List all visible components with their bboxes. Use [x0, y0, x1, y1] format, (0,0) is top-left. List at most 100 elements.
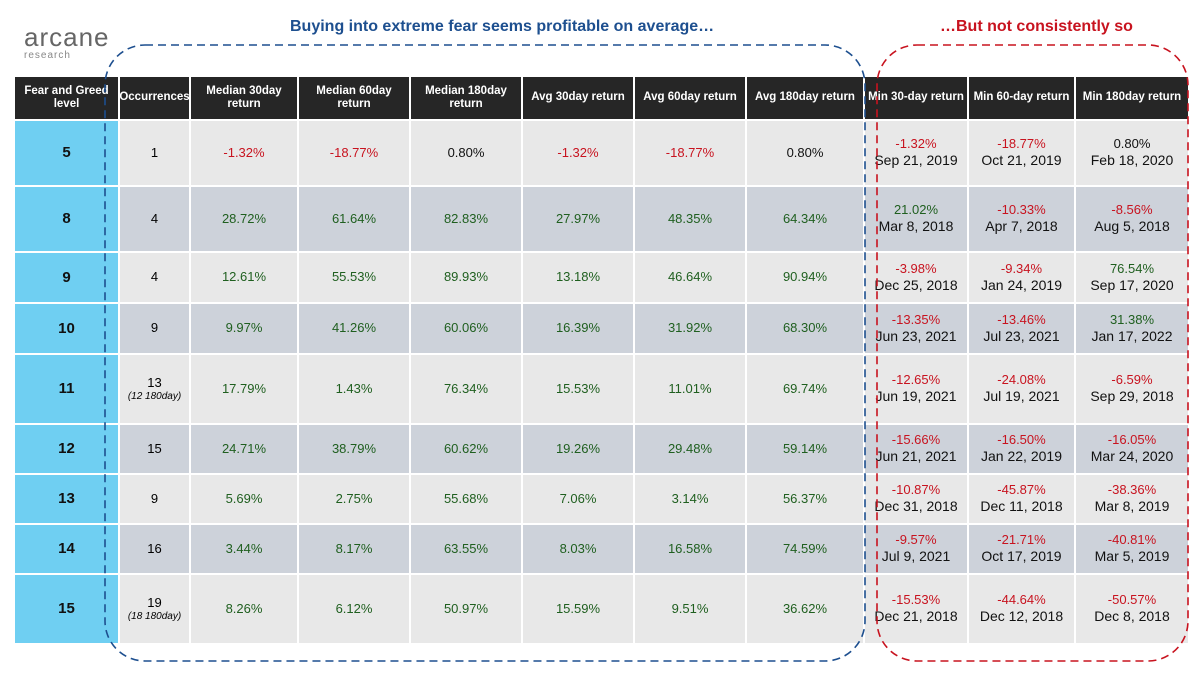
- min-cell: 0.80% Feb 18, 2020: [1076, 121, 1188, 185]
- min-value: -9.57%: [895, 532, 937, 548]
- return-cell: 3.44%: [191, 525, 297, 573]
- min-value: -9.34%: [1000, 260, 1043, 276]
- min-cell: -15.53% Dec 21, 2018: [865, 575, 967, 643]
- min-date: Oct 17, 2019: [981, 548, 1062, 565]
- min-value: -38.36%: [1107, 482, 1157, 498]
- return-cell: 41.26%: [299, 304, 409, 353]
- occurrences-note: (12 180day): [127, 390, 182, 402]
- return-cell: 5.69%: [191, 475, 297, 523]
- return-cell: 46.64%: [635, 253, 745, 302]
- return-cell: 59.14%: [747, 425, 863, 473]
- return-cell: 0.80%: [747, 121, 863, 185]
- occurrences: 4: [150, 210, 159, 226]
- return-cell: 1.43%: [299, 355, 409, 423]
- return-cell: 9.97%: [191, 304, 297, 353]
- min-value: -10.33%: [997, 202, 1046, 218]
- occurrences: 4: [150, 269, 159, 285]
- annotation-right: …But not consistently so: [940, 18, 1133, 35]
- min-cell: -3.98% Dec 25, 2018: [865, 253, 967, 302]
- min-cell: -6.59% Sep 29, 2018: [1076, 355, 1188, 423]
- min-date: Jun 23, 2021: [875, 327, 957, 344]
- min-date: Jul 23, 2021: [983, 327, 1060, 344]
- level-cell: 14: [15, 525, 118, 573]
- return-cell: 6.12%: [299, 575, 409, 643]
- occurrences-cell: 4: [120, 187, 189, 251]
- min-date: Mar 24, 2020: [1090, 448, 1174, 465]
- min-cell: -18.77% Oct 21, 2019: [969, 121, 1074, 185]
- return-cell: -1.32%: [191, 121, 297, 185]
- occurrences: 9: [150, 490, 159, 506]
- min-value: -13.35%: [891, 311, 941, 327]
- return-cell: 27.97%: [523, 187, 633, 251]
- min-value: 21.02%: [893, 202, 939, 218]
- min-date: Feb 18, 2020: [1090, 152, 1174, 169]
- min-value: -44.64%: [997, 592, 1046, 608]
- min-date: Dec 8, 2018: [1094, 608, 1170, 625]
- occurrences: 15: [147, 440, 162, 456]
- column-header: Avg 60day return: [635, 77, 745, 119]
- min-cell: -45.87% Dec 11, 2018: [969, 475, 1074, 523]
- annotation-left: Buying into extreme fear seems profitabl…: [290, 18, 715, 35]
- min-cell: -10.33% Apr 7, 2018: [969, 187, 1074, 251]
- column-header: Median 180day return: [411, 77, 521, 119]
- min-value: -15.53%: [891, 592, 941, 608]
- return-cell: 63.55%: [411, 525, 521, 573]
- min-value: 31.38%: [1109, 311, 1155, 327]
- min-date: Jun 21, 2021: [875, 448, 957, 465]
- min-value: -3.98%: [895, 260, 937, 276]
- min-value: -16.05%: [1107, 432, 1157, 448]
- return-cell: 8.17%: [299, 525, 409, 573]
- occurrences-cell: 4: [120, 253, 189, 302]
- level-cell: 8: [15, 187, 118, 251]
- level-cell: 9: [15, 253, 118, 302]
- min-date: Mar 5, 2019: [1094, 548, 1170, 565]
- min-value: -18.77%: [997, 136, 1046, 152]
- min-value: -1.32%: [895, 136, 937, 152]
- return-cell: 17.79%: [191, 355, 297, 423]
- column-header: Avg 180day return: [747, 77, 863, 119]
- min-value: -21.71%: [997, 532, 1046, 548]
- min-value: -12.65%: [891, 372, 941, 388]
- occurrences-cell: 19 (18 180day): [120, 575, 189, 643]
- min-cell: -16.50% Jan 22, 2019: [969, 425, 1074, 473]
- return-cell: 19.26%: [523, 425, 633, 473]
- min-cell: -21.71% Oct 17, 2019: [969, 525, 1074, 573]
- level-cell: 13: [15, 475, 118, 523]
- return-cell: 38.79%: [299, 425, 409, 473]
- return-cell: 82.83%: [411, 187, 521, 251]
- return-cell: 15.59%: [523, 575, 633, 643]
- logo-name: arcane: [24, 22, 110, 52]
- return-cell: 61.64%: [299, 187, 409, 251]
- occurrences-cell: 9: [120, 304, 189, 353]
- min-date: Jun 19, 2021: [875, 388, 957, 405]
- return-cell: 76.34%: [411, 355, 521, 423]
- return-cell: 90.94%: [747, 253, 863, 302]
- min-value: -6.59%: [1111, 372, 1153, 388]
- min-date: Dec 12, 2018: [979, 608, 1064, 625]
- min-date: Sep 29, 2018: [1090, 388, 1174, 405]
- return-cell: 12.61%: [191, 253, 297, 302]
- return-cell: -1.32%: [523, 121, 633, 185]
- min-cell: -15.66% Jun 21, 2021: [865, 425, 967, 473]
- return-cell: 50.97%: [411, 575, 521, 643]
- min-date: Dec 21, 2018: [874, 608, 958, 625]
- return-cell: 48.35%: [635, 187, 745, 251]
- return-cell: 60.62%: [411, 425, 521, 473]
- min-cell: -40.81% Mar 5, 2019: [1076, 525, 1188, 573]
- min-cell: -38.36% Mar 8, 2019: [1076, 475, 1188, 523]
- level-cell: 15: [15, 575, 118, 643]
- min-cell: -10.87% Dec 31, 2018: [865, 475, 967, 523]
- min-cell: -12.65% Jun 19, 2021: [865, 355, 967, 423]
- column-header: Min 30-day return: [865, 77, 967, 119]
- occurrences: 16: [147, 540, 162, 556]
- min-date: Apr 7, 2018: [985, 218, 1058, 235]
- logo: arcane research: [24, 24, 110, 61]
- min-value: -8.56%: [1111, 202, 1153, 218]
- level-cell: 5: [15, 121, 118, 185]
- return-cell: 7.06%: [523, 475, 633, 523]
- occurrences: 13: [147, 374, 162, 390]
- min-value: -13.46%: [997, 311, 1046, 327]
- occurrences: 9: [150, 320, 159, 336]
- min-date: Jan 22, 2019: [981, 448, 1062, 465]
